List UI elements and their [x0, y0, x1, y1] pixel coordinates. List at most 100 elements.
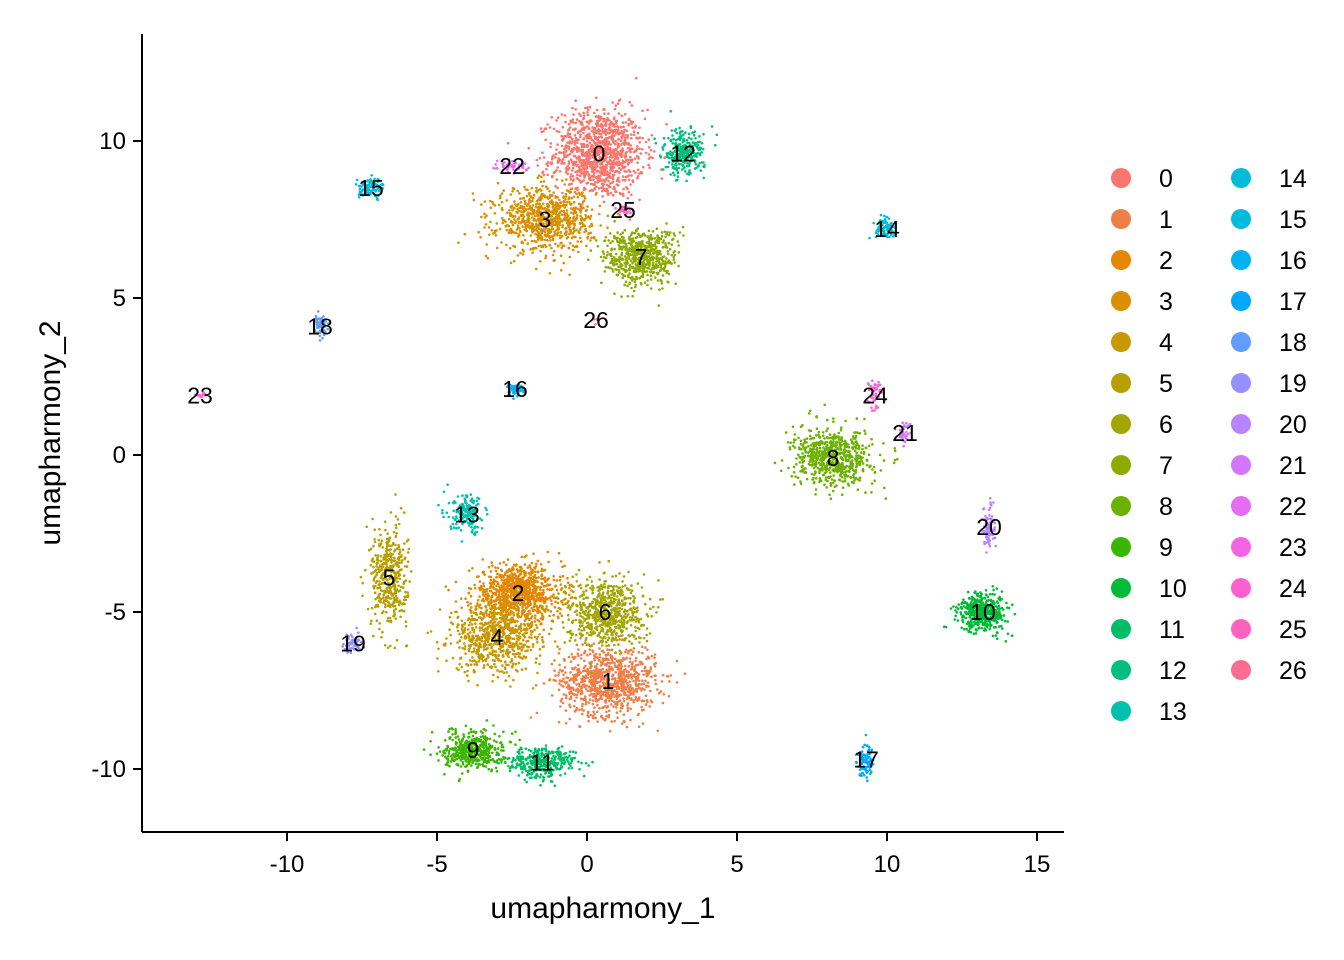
data-point	[572, 226, 576, 230]
data-point	[608, 171, 612, 175]
data-point	[483, 642, 486, 646]
data-point	[473, 586, 477, 590]
data-point	[534, 598, 538, 601]
data-point	[542, 682, 546, 685]
data-point	[458, 639, 462, 642]
data-point	[579, 133, 582, 136]
data-point	[470, 614, 474, 618]
data-point	[600, 161, 603, 164]
data-point	[510, 584, 513, 588]
data-point	[548, 200, 552, 204]
data-point	[502, 189, 506, 192]
data-point	[615, 179, 619, 182]
data-point	[572, 160, 576, 164]
data-point	[554, 152, 558, 156]
data-point	[382, 593, 385, 597]
data-point	[581, 643, 584, 646]
data-point	[592, 178, 595, 181]
data-point	[562, 218, 566, 221]
data-point	[587, 710, 590, 714]
data-point	[630, 653, 634, 656]
data-point	[471, 567, 474, 570]
data-point	[548, 190, 551, 193]
data-point	[378, 528, 381, 531]
data-point	[525, 229, 529, 233]
data-point	[577, 691, 580, 694]
data-point	[529, 591, 532, 595]
data-point	[625, 725, 629, 729]
data-point	[379, 555, 383, 558]
data-point	[437, 647, 440, 651]
data-point	[456, 629, 460, 633]
data-point	[605, 183, 609, 187]
data-point	[622, 697, 625, 700]
data-point	[484, 621, 487, 625]
data-point	[606, 250, 609, 254]
data-point	[546, 123, 549, 126]
data-point	[624, 664, 627, 668]
data-point	[601, 657, 605, 660]
data-point	[520, 220, 524, 223]
data-point	[644, 694, 648, 697]
data-point	[516, 644, 519, 647]
data-point	[562, 677, 565, 681]
data-point	[501, 208, 504, 212]
data-point	[385, 547, 388, 550]
data-point	[634, 656, 638, 660]
data-point	[564, 671, 567, 674]
data-point	[630, 174, 633, 177]
data-point	[464, 597, 467, 600]
data-point	[625, 656, 629, 660]
data-point	[598, 656, 602, 659]
data-point	[511, 648, 514, 651]
data-point	[559, 560, 563, 563]
data-point	[552, 250, 556, 253]
data-point	[451, 622, 455, 626]
data-point	[578, 112, 581, 116]
data-point	[606, 696, 609, 700]
data-point	[512, 637, 516, 641]
data-point	[487, 565, 491, 569]
data-point	[579, 204, 583, 207]
data-point	[592, 183, 595, 186]
data-point	[629, 685, 632, 689]
data-point	[472, 647, 476, 650]
data-point	[632, 130, 636, 133]
data-point	[517, 661, 521, 665]
data-point	[567, 160, 571, 163]
data-point	[610, 137, 614, 141]
data-point	[558, 198, 561, 202]
data-point	[636, 175, 640, 178]
data-point	[586, 205, 589, 208]
data-point	[629, 155, 632, 159]
data-point	[477, 230, 481, 234]
data-point	[568, 586, 571, 590]
data-point	[466, 600, 469, 604]
data-point	[642, 673, 645, 676]
data-point	[551, 212, 555, 216]
data-point	[522, 234, 525, 237]
data-point	[533, 617, 537, 620]
data-point	[654, 674, 657, 677]
data-point	[568, 584, 571, 587]
data-point	[531, 251, 534, 254]
data-point	[480, 635, 484, 639]
data-point	[378, 599, 382, 602]
data-point	[377, 538, 381, 542]
data-point	[533, 570, 537, 573]
data-point	[635, 663, 638, 667]
data-point	[575, 696, 578, 699]
data-point	[550, 175, 554, 179]
data-point	[511, 189, 514, 193]
data-point	[634, 698, 638, 701]
data-point	[600, 649, 604, 653]
data-point	[394, 617, 398, 620]
data-point	[464, 652, 467, 655]
data-point	[587, 173, 591, 176]
data-point	[594, 193, 598, 196]
data-point	[576, 138, 580, 142]
data-point	[503, 609, 507, 612]
data-point	[637, 682, 641, 686]
data-point	[562, 261, 566, 265]
data-point	[485, 637, 489, 641]
